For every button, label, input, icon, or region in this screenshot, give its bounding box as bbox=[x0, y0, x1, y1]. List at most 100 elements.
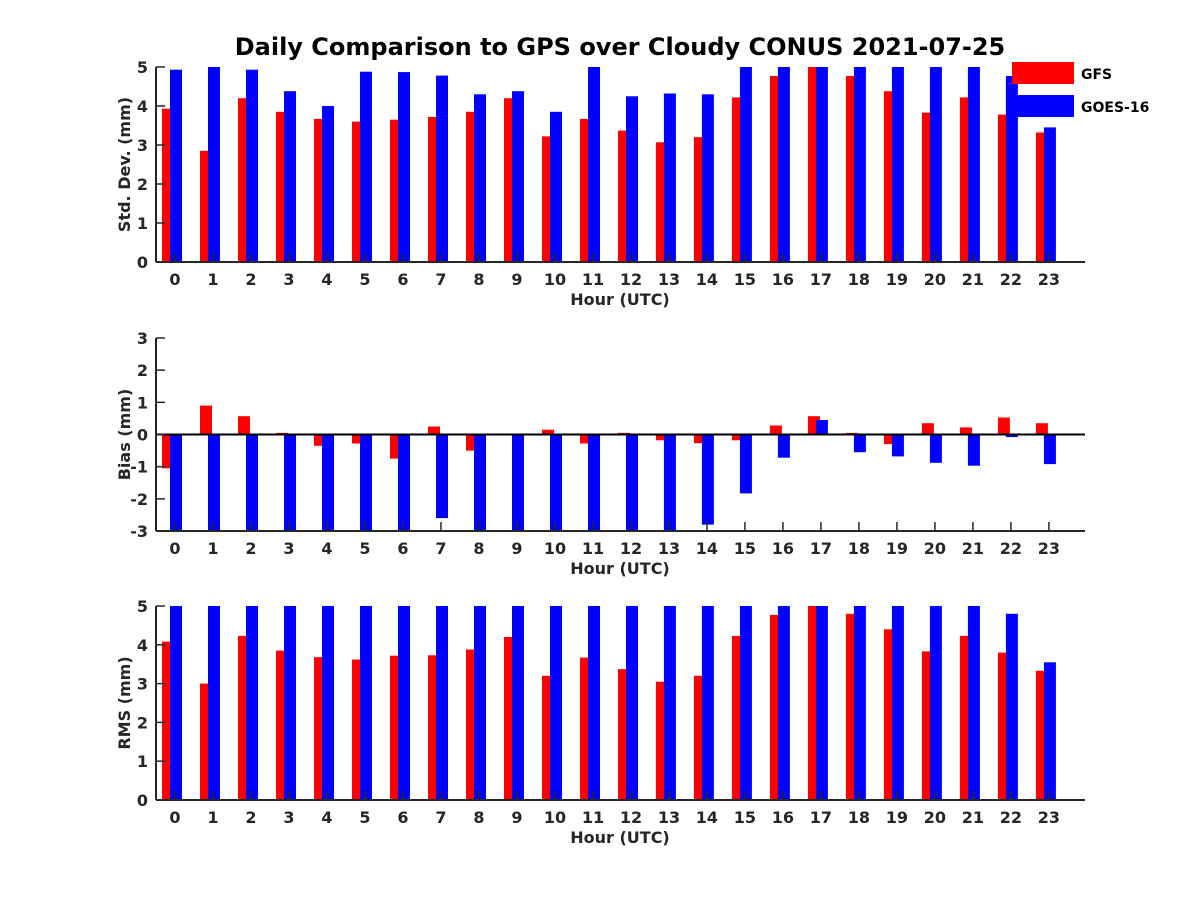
bar-goes16-hour-15 bbox=[739, 606, 752, 800]
bar-goes16-hour-12 bbox=[626, 96, 638, 263]
x-tick-label: 1 bbox=[207, 270, 218, 289]
bar-goes16-hour-3 bbox=[284, 91, 296, 262]
x-tick-label: 13 bbox=[658, 270, 680, 289]
bar-goes16-hour-7 bbox=[436, 434, 448, 519]
bar-goes16-hour-17 bbox=[815, 420, 828, 435]
bar-goes16-hour-12 bbox=[626, 434, 638, 531]
bar-goes16-hour-2 bbox=[246, 434, 258, 531]
x-axis-label: Hour (UTC) bbox=[570, 828, 670, 847]
bar-goes16-hour-11 bbox=[588, 67, 600, 262]
bar-goes16-hour-12 bbox=[626, 606, 638, 800]
bar-gfs-hour-19 bbox=[883, 434, 896, 445]
x-tick-label: 16 bbox=[772, 539, 794, 558]
y-tick-label: -3 bbox=[130, 522, 148, 541]
bar-goes16-hour-23 bbox=[1043, 127, 1056, 263]
x-tick-label: 12 bbox=[620, 808, 642, 827]
bar-goes16-hour-17 bbox=[815, 606, 828, 800]
x-tick-label: 13 bbox=[658, 808, 680, 827]
bar-goes16-hour-14 bbox=[701, 606, 714, 800]
bar-goes16-hour-9 bbox=[512, 434, 524, 531]
x-tick-label: 14 bbox=[696, 539, 718, 558]
bar-goes16-hour-6 bbox=[398, 72, 410, 262]
bar-goes16-hour-15 bbox=[739, 67, 752, 262]
bar-goes16-hour-17 bbox=[815, 67, 828, 262]
legend: GFS GOES-16 bbox=[1012, 62, 1149, 117]
x-tick-label: 3 bbox=[283, 808, 294, 827]
x-tick-label: 23 bbox=[1038, 539, 1060, 558]
y-tick-label: 3 bbox=[137, 136, 148, 155]
bar-goes16-hour-23 bbox=[1043, 434, 1056, 465]
y-tick-label: 0 bbox=[137, 253, 148, 272]
bar-gfs-hour-16 bbox=[769, 425, 782, 435]
bar-goes16-hour-15 bbox=[739, 434, 752, 494]
bar-goes16-hour-9 bbox=[512, 91, 524, 262]
x-tick-label: 10 bbox=[544, 270, 566, 289]
x-tick-label: 21 bbox=[962, 539, 984, 558]
bar-gfs-hour-22 bbox=[997, 417, 1010, 435]
bar-goes16-hour-8 bbox=[474, 94, 486, 262]
x-axis-label: Hour (UTC) bbox=[570, 290, 670, 309]
x-tick-label: 8 bbox=[473, 539, 484, 558]
bar-gfs-hour-13 bbox=[655, 434, 668, 441]
x-tick-label: 16 bbox=[772, 808, 794, 827]
x-tick-label: 17 bbox=[810, 808, 832, 827]
x-tick-label: 11 bbox=[582, 270, 604, 289]
bar-goes16-hour-0 bbox=[170, 606, 182, 800]
bar-goes16-hour-0 bbox=[170, 69, 182, 262]
legend-swatch-gfs bbox=[1012, 62, 1074, 84]
bar-goes16-hour-20 bbox=[929, 67, 942, 262]
bar-goes16-hour-2 bbox=[246, 69, 258, 262]
x-tick-label: 0 bbox=[169, 539, 180, 558]
x-tick-label: 13 bbox=[658, 539, 680, 558]
bar-goes16-hour-3 bbox=[284, 434, 296, 531]
y-tick-label: 1 bbox=[137, 752, 148, 771]
x-tick-label: 6 bbox=[397, 808, 408, 827]
bar-goes16-hour-2 bbox=[246, 606, 258, 800]
x-tick-label: 11 bbox=[582, 539, 604, 558]
bar-goes16-hour-13 bbox=[663, 434, 676, 531]
y-tick-label: 0 bbox=[137, 426, 148, 445]
x-tick-label: 2 bbox=[245, 539, 256, 558]
y-tick-label: 3 bbox=[137, 675, 148, 694]
bar-gfs-hour-1 bbox=[200, 405, 212, 435]
bar-goes16-hour-18 bbox=[853, 67, 866, 262]
bar-goes16-hour-8 bbox=[474, 606, 486, 800]
bar-gfs-hour-4 bbox=[314, 434, 326, 446]
x-tick-label: 15 bbox=[734, 539, 756, 558]
x-tick-label: 23 bbox=[1038, 270, 1060, 289]
x-tick-label: 5 bbox=[359, 270, 370, 289]
x-tick-label: 15 bbox=[734, 270, 756, 289]
bar-goes16-hour-6 bbox=[398, 434, 410, 531]
bar-goes16-hour-10 bbox=[550, 434, 562, 531]
bar-goes16-hour-13 bbox=[663, 606, 676, 800]
x-tick-label: 11 bbox=[582, 808, 604, 827]
bar-goes16-hour-19 bbox=[891, 434, 904, 457]
y-tick-label: 2 bbox=[137, 175, 148, 194]
bar-goes16-hour-22 bbox=[1005, 613, 1018, 800]
bar-goes16-hour-5 bbox=[360, 606, 372, 800]
bar-goes16-hour-19 bbox=[891, 67, 904, 262]
bar-gfs-hour-23 bbox=[1035, 423, 1048, 435]
y-tick-label: 5 bbox=[137, 58, 148, 77]
bar-goes16-hour-9 bbox=[512, 606, 524, 800]
bar-gfs-hour-7 bbox=[428, 426, 440, 435]
x-tick-label: 8 bbox=[473, 808, 484, 827]
bar-goes16-hour-21 bbox=[967, 606, 980, 800]
x-tick-label: 17 bbox=[810, 539, 832, 558]
x-tick-label: 20 bbox=[924, 808, 946, 827]
bar-goes16-hour-22 bbox=[1005, 434, 1018, 438]
bar-goes16-hour-1 bbox=[208, 434, 220, 531]
x-tick-label: 1 bbox=[207, 808, 218, 827]
x-tick-label: 9 bbox=[511, 539, 522, 558]
y-tick-label: 4 bbox=[137, 636, 148, 655]
x-tick-label: 4 bbox=[321, 539, 332, 558]
x-tick-label: 9 bbox=[511, 808, 522, 827]
x-tick-label: 2 bbox=[245, 808, 256, 827]
x-tick-label: 7 bbox=[435, 539, 446, 558]
x-tick-label: 4 bbox=[321, 808, 332, 827]
x-tick-label: 7 bbox=[435, 808, 446, 827]
x-tick-label: 18 bbox=[848, 539, 870, 558]
bar-gfs-hour-11 bbox=[580, 434, 592, 444]
bar-goes16-hour-21 bbox=[967, 434, 980, 466]
